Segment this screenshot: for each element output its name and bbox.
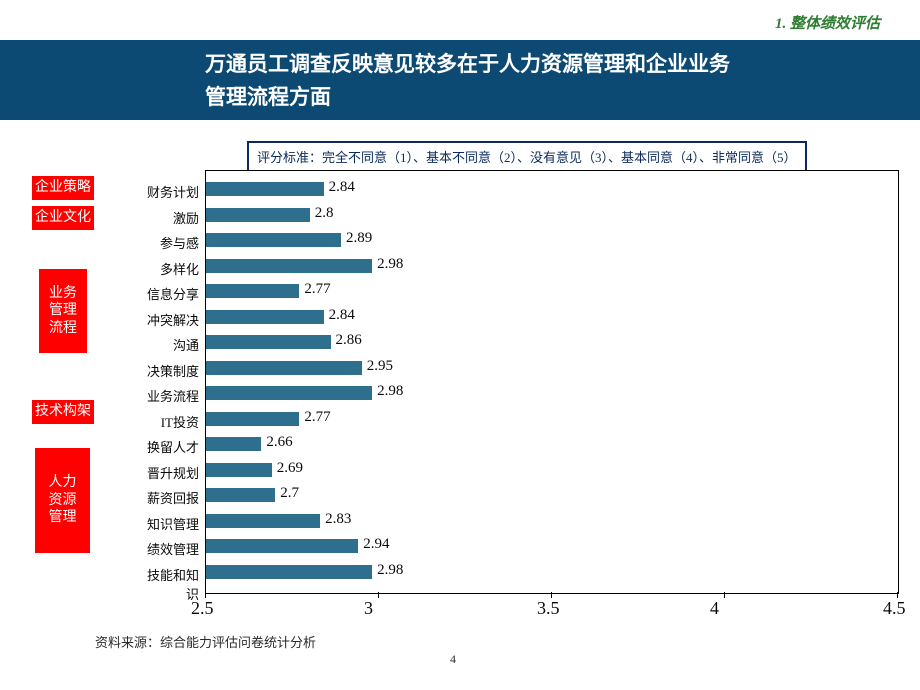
bar xyxy=(206,412,299,426)
bar-value-label: 2.95 xyxy=(367,358,393,375)
bar xyxy=(206,488,275,502)
y-axis-label: 晋升规划 xyxy=(139,463,199,482)
bar xyxy=(206,208,310,222)
y-axis-label: 知识管理 xyxy=(139,514,199,533)
x-tick-label: 2.5 xyxy=(191,598,214,619)
bar-value-label: 2.69 xyxy=(277,460,303,477)
bar xyxy=(206,539,358,553)
bar xyxy=(206,233,341,247)
bar xyxy=(206,437,261,451)
category-label: 企业策略 xyxy=(32,176,94,200)
bar-value-label: 2.83 xyxy=(325,511,351,528)
bar-value-label: 2.98 xyxy=(377,562,403,579)
y-axis-label: 多样化 xyxy=(139,259,199,278)
x-tick-mark xyxy=(724,592,725,598)
bar-value-label: 2.94 xyxy=(363,536,389,553)
slide-title: 万通员工调查反映意见较多在于人力资源管理和企业业务 管理流程方面 xyxy=(205,48,730,113)
bar xyxy=(206,463,272,477)
bar xyxy=(206,284,299,298)
y-axis-label: 决策制度 xyxy=(139,361,199,380)
page-number: 4 xyxy=(450,652,456,667)
x-tick-label: 4.5 xyxy=(883,598,906,619)
y-axis-label: 财务计划 xyxy=(139,182,199,201)
bar-value-label: 2.8 xyxy=(315,205,334,222)
bar xyxy=(206,310,324,324)
legend-box: 评分标准：完全不同意（1）、基本不同意（2）、没有意见（3）、基本同意（4）、非… xyxy=(247,141,807,172)
bar-value-label: 2.7 xyxy=(280,485,299,502)
bar xyxy=(206,335,331,349)
title-line2: 管理流程方面 xyxy=(205,85,331,109)
bar-value-label: 2.77 xyxy=(304,281,330,298)
x-tick-mark xyxy=(378,592,379,598)
x-tick-label: 3 xyxy=(364,598,373,619)
bar-value-label: 2.84 xyxy=(329,179,355,196)
bar-value-label: 2.89 xyxy=(346,230,372,247)
bar xyxy=(206,514,320,528)
title-line1: 万通员工调查反映意见较多在于人力资源管理和企业业务 xyxy=(205,52,730,76)
y-axis-label: 参与感 xyxy=(139,233,199,252)
breadcrumb: 1. 整体绩效评估 xyxy=(775,12,880,33)
y-axis-label: IT投资 xyxy=(139,412,199,431)
x-tick-label: 3.5 xyxy=(537,598,560,619)
y-axis-label: 沟通 xyxy=(139,335,199,354)
bar-value-label: 2.86 xyxy=(336,332,362,349)
source-footer: 资料来源：综合能力评估问卷统计分析 xyxy=(95,632,316,651)
bar-value-label: 2.84 xyxy=(329,307,355,324)
bar-value-label: 2.98 xyxy=(377,383,403,400)
category-label: 业务 管理 流程 xyxy=(39,269,87,353)
y-axis-label: 技能和知识 xyxy=(139,565,199,603)
y-axis-label: 换留人才 xyxy=(139,437,199,456)
bar-value-label: 2.77 xyxy=(304,409,330,426)
y-axis-label: 业务流程 xyxy=(139,386,199,405)
bar-value-label: 2.98 xyxy=(377,256,403,273)
category-label: 技术构架 xyxy=(32,400,94,424)
bar xyxy=(206,182,324,196)
y-axis-label: 信息分享 xyxy=(139,284,199,303)
category-label: 企业文化 xyxy=(32,206,94,230)
y-axis-label: 绩效管理 xyxy=(139,539,199,558)
bar xyxy=(206,565,372,579)
category-label: 人力 资源 管理 xyxy=(35,448,90,553)
bar-value-label: 2.66 xyxy=(266,434,292,451)
y-axis-label: 冲突解决 xyxy=(139,310,199,329)
bar xyxy=(206,361,362,375)
x-tick-label: 4 xyxy=(710,598,719,619)
y-axis-label: 薪资回报 xyxy=(139,488,199,507)
y-axis-label: 激励 xyxy=(139,208,199,227)
bar xyxy=(206,386,372,400)
bar xyxy=(206,259,372,273)
